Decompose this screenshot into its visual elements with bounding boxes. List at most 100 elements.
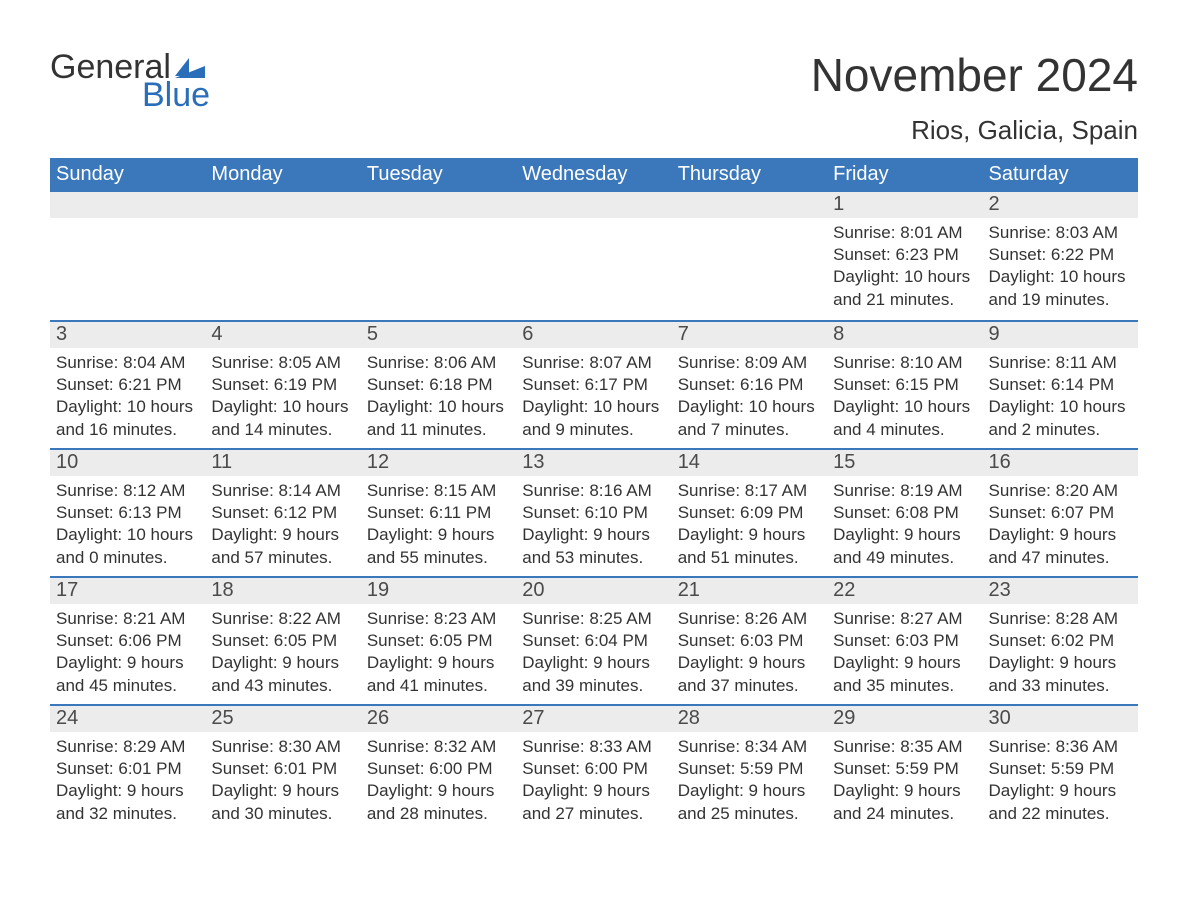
day-body: Sunrise: 8:25 AMSunset: 6:04 PMDaylight:… (516, 604, 671, 704)
day-number: 14 (672, 450, 827, 476)
day-number: 20 (516, 578, 671, 604)
sunset-line: Sunset: 6:22 PM (989, 244, 1132, 266)
daylight-line-2: and 25 minutes. (678, 803, 821, 825)
day-number: 25 (205, 706, 360, 732)
daylight-line-1: Daylight: 10 hours (367, 396, 510, 418)
day-number: 24 (50, 706, 205, 732)
day-body: Sunrise: 8:05 AMSunset: 6:19 PMDaylight:… (205, 348, 360, 448)
daylight-line-1: Daylight: 9 hours (367, 524, 510, 546)
sunset-line: Sunset: 5:59 PM (989, 758, 1132, 780)
daylight-line-2: and 14 minutes. (211, 419, 354, 441)
brand-name-bottom: Blue (142, 78, 210, 112)
sunrise-line: Sunrise: 8:25 AM (522, 608, 665, 630)
day-cell: 15Sunrise: 8:19 AMSunset: 6:08 PMDayligh… (827, 450, 982, 576)
sunset-line: Sunset: 6:15 PM (833, 374, 976, 396)
day-cell: 20Sunrise: 8:25 AMSunset: 6:04 PMDayligh… (516, 578, 671, 704)
sunrise-line: Sunrise: 8:16 AM (522, 480, 665, 502)
daylight-line-1: Daylight: 9 hours (989, 780, 1132, 802)
weekday-header-row: SundayMondayTuesdayWednesdayThursdayFrid… (50, 158, 1138, 192)
daylight-line-1: Daylight: 9 hours (678, 652, 821, 674)
day-body: Sunrise: 8:22 AMSunset: 6:05 PMDaylight:… (205, 604, 360, 704)
day-body: Sunrise: 8:14 AMSunset: 6:12 PMDaylight:… (205, 476, 360, 576)
sunrise-line: Sunrise: 8:12 AM (56, 480, 199, 502)
sunset-line: Sunset: 6:19 PM (211, 374, 354, 396)
sunrise-line: Sunrise: 8:23 AM (367, 608, 510, 630)
sunset-line: Sunset: 6:03 PM (678, 630, 821, 652)
day-cell: 2Sunrise: 8:03 AMSunset: 6:22 PMDaylight… (983, 192, 1138, 320)
day-number: 11 (205, 450, 360, 476)
sunset-line: Sunset: 6:16 PM (678, 374, 821, 396)
daylight-line-2: and 9 minutes. (522, 419, 665, 441)
daylight-line-2: and 22 minutes. (989, 803, 1132, 825)
sunset-line: Sunset: 6:18 PM (367, 374, 510, 396)
day-number: 21 (672, 578, 827, 604)
daylight-line-2: and 55 minutes. (367, 547, 510, 569)
sunrise-line: Sunrise: 8:15 AM (367, 480, 510, 502)
daylight-line-2: and 7 minutes. (678, 419, 821, 441)
daylight-line-2: and 30 minutes. (211, 803, 354, 825)
day-number: 23 (983, 578, 1138, 604)
day-cell: 16Sunrise: 8:20 AMSunset: 6:07 PMDayligh… (983, 450, 1138, 576)
day-number: 9 (983, 322, 1138, 348)
day-body: Sunrise: 8:19 AMSunset: 6:08 PMDaylight:… (827, 476, 982, 576)
day-number: 4 (205, 322, 360, 348)
sunrise-line: Sunrise: 8:26 AM (678, 608, 821, 630)
sunrise-line: Sunrise: 8:03 AM (989, 222, 1132, 244)
sunrise-line: Sunrise: 8:28 AM (989, 608, 1132, 630)
day-cell: 22Sunrise: 8:27 AMSunset: 6:03 PMDayligh… (827, 578, 982, 704)
day-number: 30 (983, 706, 1138, 732)
sunset-line: Sunset: 6:10 PM (522, 502, 665, 524)
daylight-line-2: and 57 minutes. (211, 547, 354, 569)
sunset-line: Sunset: 6:06 PM (56, 630, 199, 652)
daylight-line-2: and 33 minutes. (989, 675, 1132, 697)
sunset-line: Sunset: 6:21 PM (56, 374, 199, 396)
daylight-line-1: Daylight: 9 hours (211, 524, 354, 546)
daylight-line-1: Daylight: 9 hours (833, 652, 976, 674)
day-body: Sunrise: 8:06 AMSunset: 6:18 PMDaylight:… (361, 348, 516, 448)
day-body: Sunrise: 8:23 AMSunset: 6:05 PMDaylight:… (361, 604, 516, 704)
daylight-line-2: and 45 minutes. (56, 675, 199, 697)
daylight-line-1: Daylight: 9 hours (56, 780, 199, 802)
day-body: Sunrise: 8:26 AMSunset: 6:03 PMDaylight:… (672, 604, 827, 704)
daylight-line-1: Daylight: 9 hours (211, 780, 354, 802)
daylight-line-2: and 47 minutes. (989, 547, 1132, 569)
daylight-line-1: Daylight: 9 hours (989, 652, 1132, 674)
daylight-line-1: Daylight: 9 hours (367, 780, 510, 802)
day-cell: 30Sunrise: 8:36 AMSunset: 5:59 PMDayligh… (983, 706, 1138, 832)
daylight-line-2: and 21 minutes. (833, 289, 976, 311)
daylight-line-2: and 11 minutes. (367, 419, 510, 441)
day-number: 15 (827, 450, 982, 476)
sunrise-line: Sunrise: 8:11 AM (989, 352, 1132, 374)
day-number: 29 (827, 706, 982, 732)
daylight-line-1: Daylight: 9 hours (678, 524, 821, 546)
daylight-line-1: Daylight: 10 hours (56, 396, 199, 418)
day-number: 26 (361, 706, 516, 732)
sunset-line: Sunset: 6:17 PM (522, 374, 665, 396)
day-number: 13 (516, 450, 671, 476)
day-number: 5 (361, 322, 516, 348)
daylight-line-2: and 19 minutes. (989, 289, 1132, 311)
sunrise-line: Sunrise: 8:05 AM (211, 352, 354, 374)
sunset-line: Sunset: 6:14 PM (989, 374, 1132, 396)
daylight-line-1: Daylight: 9 hours (833, 524, 976, 546)
daylight-line-2: and 49 minutes. (833, 547, 976, 569)
sunset-line: Sunset: 6:07 PM (989, 502, 1132, 524)
month-title: November 2024 (811, 50, 1138, 101)
calendar-grid: SundayMondayTuesdayWednesdayThursdayFrid… (50, 158, 1138, 832)
weekday-header: Thursday (672, 158, 827, 192)
week-row: 17Sunrise: 8:21 AMSunset: 6:06 PMDayligh… (50, 576, 1138, 704)
day-cell: 14Sunrise: 8:17 AMSunset: 6:09 PMDayligh… (672, 450, 827, 576)
day-cell: 29Sunrise: 8:35 AMSunset: 5:59 PMDayligh… (827, 706, 982, 832)
day-body: Sunrise: 8:04 AMSunset: 6:21 PMDaylight:… (50, 348, 205, 448)
daylight-line-1: Daylight: 10 hours (56, 524, 199, 546)
sunset-line: Sunset: 6:08 PM (833, 502, 976, 524)
week-row: 1Sunrise: 8:01 AMSunset: 6:23 PMDaylight… (50, 192, 1138, 320)
sunset-line: Sunset: 6:05 PM (367, 630, 510, 652)
day-body: Sunrise: 8:20 AMSunset: 6:07 PMDaylight:… (983, 476, 1138, 576)
day-body: Sunrise: 8:34 AMSunset: 5:59 PMDaylight:… (672, 732, 827, 832)
weekday-header: Wednesday (516, 158, 671, 192)
daylight-line-2: and 53 minutes. (522, 547, 665, 569)
daylight-line-1: Daylight: 10 hours (522, 396, 665, 418)
sunrise-line: Sunrise: 8:33 AM (522, 736, 665, 758)
day-cell: 4Sunrise: 8:05 AMSunset: 6:19 PMDaylight… (205, 322, 360, 448)
